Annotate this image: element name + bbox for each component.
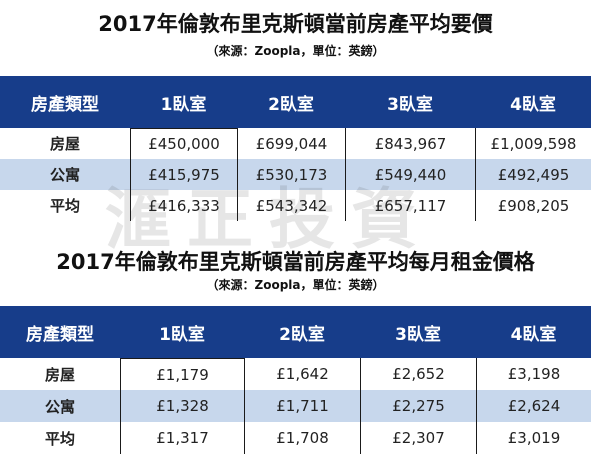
- watermark: 滙正投資: [105, 180, 433, 258]
- cell-value: £1,642: [244, 358, 360, 390]
- cell-value: £543,342: [237, 190, 345, 221]
- row-type: 平均: [44, 429, 75, 448]
- header-1bed: 1臥室: [159, 324, 205, 345]
- header-type: 房產類型: [26, 324, 94, 345]
- cell-value: £1,179: [120, 358, 244, 390]
- cell-value: £2,307: [360, 422, 476, 454]
- cell-value: £1,009,598: [475, 128, 591, 159]
- cell-value: £657,117: [345, 190, 475, 221]
- table2-title: 2017年倫敦布里克斯頓當前房產平均每月租金價格: [56, 250, 535, 274]
- cell-value: £2,624: [476, 390, 591, 422]
- cell-value: £908,205: [475, 190, 591, 221]
- table-row: 公寓 £1,328 £1,711 £2,275 £2,624: [0, 390, 591, 422]
- header-2bed: 2臥室: [279, 324, 325, 345]
- header-4bed: 4臥室: [510, 94, 556, 115]
- table-row: 房屋 £450,000 £699,044 £843,967 £1,009,598: [0, 128, 591, 159]
- row-type: 房屋: [44, 365, 75, 384]
- cell-value: £1,328: [120, 390, 244, 422]
- cell-value: £699,044: [237, 128, 345, 159]
- asking-price-table: 房產類型 1臥室 2臥室 3臥室 4臥室 房屋 £450,000 £699,04…: [0, 76, 591, 221]
- cell-value: £3,019: [476, 422, 591, 454]
- cell-value: £549,440: [345, 159, 475, 190]
- cell-value: £492,495: [475, 159, 591, 190]
- table-row: 房屋 £1,179 £1,642 £2,652 £3,198: [0, 358, 591, 390]
- cell-value: £843,967: [345, 128, 475, 159]
- table-row: 平均 £1,317 £1,708 £2,307 £3,019: [0, 422, 591, 454]
- cell-value: £450,000: [130, 128, 237, 159]
- cell-value: £415,975: [130, 159, 237, 190]
- header-type: 房產類型: [31, 94, 99, 115]
- header-3bed: 3臥室: [387, 94, 433, 115]
- cell-value: £1,708: [244, 422, 360, 454]
- table-header: 房產類型 1臥室 2臥室 3臥室 4臥室: [0, 76, 591, 128]
- monthly-rent-table: 房產類型 1臥室 2臥室 3臥室 4臥室 房屋 £1,179 £1,642 £2…: [0, 306, 591, 454]
- header-4bed: 4臥室: [510, 324, 557, 345]
- header-2bed: 2臥室: [268, 94, 314, 115]
- table1-source: （來源：Zoopla，單位：英鎊）: [206, 44, 385, 58]
- header-3bed: 3臥室: [395, 324, 441, 345]
- row-type: 平均: [49, 197, 80, 215]
- cell-value: £1,711: [244, 390, 360, 422]
- table-row: 公寓 £415,975 £530,173 £549,440 £492,495: [0, 159, 591, 190]
- cell-value: £1,317: [120, 422, 244, 454]
- row-type: 公寓: [44, 397, 75, 416]
- table-row: 平均 £416,333 £543,342 £657,117 £908,205: [0, 190, 591, 221]
- row-type: 公寓: [49, 166, 80, 184]
- cell-value: £530,173: [237, 159, 345, 190]
- table2-source: （來源：Zoopla，單位：英鎊）: [206, 278, 385, 292]
- table-header: 房產類型 1臥室 2臥室 3臥室 4臥室: [0, 306, 591, 358]
- row-type: 房屋: [49, 135, 80, 153]
- cell-value: £2,652: [360, 358, 476, 390]
- table1-title: 2017年倫敦布里克斯頓當前房產平均要價: [98, 12, 493, 36]
- header-1bed: 1臥室: [160, 94, 207, 115]
- cell-value: £2,275: [360, 390, 476, 422]
- cell-value: £416,333: [130, 190, 237, 221]
- cell-value: £3,198: [476, 358, 591, 390]
